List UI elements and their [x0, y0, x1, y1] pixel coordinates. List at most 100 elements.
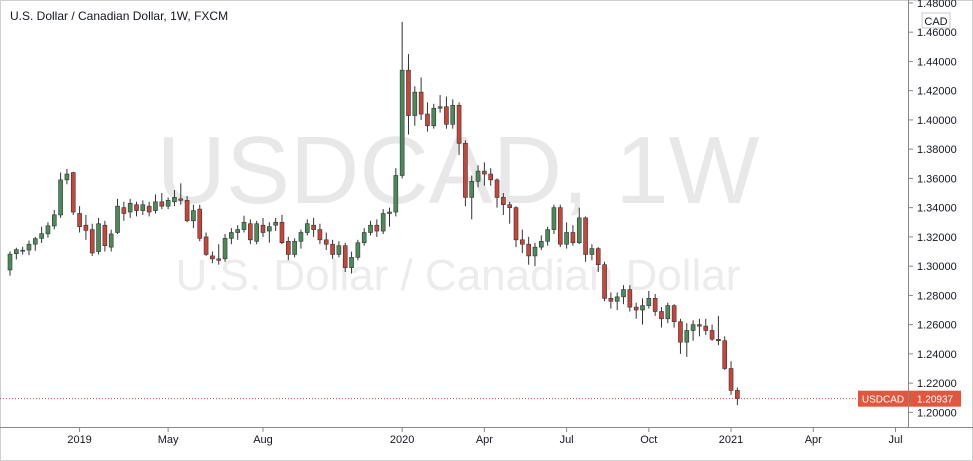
- candle-body: [545, 229, 550, 242]
- candle-body: [532, 246, 538, 257]
- candle: [494, 178, 500, 208]
- candle-body: [26, 243, 32, 251]
- x-tick-label: Aug: [253, 434, 273, 446]
- candle-body: [235, 229, 240, 233]
- candle-body: [102, 224, 108, 246]
- candle-body: [418, 91, 424, 115]
- candle: [210, 251, 215, 264]
- candle: [14, 247, 19, 260]
- candle: [317, 223, 323, 245]
- candle-body: [526, 243, 531, 257]
- candle: [140, 200, 146, 215]
- x-tick-label: 2020: [390, 434, 414, 446]
- candle-body: [292, 240, 297, 255]
- candle-body: [602, 264, 607, 299]
- x-tick-label: 2021: [719, 434, 743, 446]
- candle: [545, 226, 550, 246]
- candle-body: [248, 223, 253, 241]
- candle-body: [89, 229, 95, 254]
- candle: [20, 246, 25, 255]
- candle: [184, 195, 190, 223]
- candle: [26, 240, 32, 256]
- candle: [127, 198, 133, 218]
- candle-body: [564, 232, 569, 245]
- candle: [70, 171, 76, 215]
- candle: [709, 324, 715, 341]
- candle-body: [722, 340, 728, 369]
- candle: [298, 229, 304, 249]
- candle-body: [210, 255, 215, 260]
- candle: [260, 217, 266, 237]
- candle-body: [450, 104, 456, 125]
- candle: [564, 222, 569, 249]
- price-axis[interactable]: 1.48000 1.46000 1.44000 1.42000 1.40000 1.380…: [908, 0, 957, 419]
- y-tick-label: 1.48000: [917, 0, 957, 10]
- candle-body: [191, 210, 196, 222]
- last-price-badge: [909, 390, 961, 407]
- candle: [437, 95, 443, 113]
- candle: [532, 242, 538, 267]
- candle-body: [298, 232, 304, 242]
- time-axis[interactable]: 2019 May Aug 2020 Apr Jul Oct 2021 Apr Jul: [67, 427, 903, 446]
- candle: [58, 172, 63, 218]
- candle-body: [197, 208, 203, 239]
- candle-body: [279, 221, 285, 244]
- y-tick-label: 1.42000: [917, 86, 957, 98]
- candle-body: [127, 202, 133, 213]
- candle-body: [380, 213, 386, 232]
- candle: [665, 302, 671, 324]
- candle-body: [267, 226, 272, 232]
- candle: [203, 232, 209, 256]
- last-symbol-label: USDCAD: [862, 395, 904, 406]
- candle-body: [520, 239, 525, 245]
- candle-body: [494, 179, 500, 198]
- candle: [336, 241, 342, 258]
- candle-body: [77, 213, 82, 227]
- chart-title: U.S. Dollar / Canadian Dollar, 1W, FXCM: [10, 9, 228, 23]
- candle-body: [576, 217, 582, 244]
- candle: [697, 318, 702, 337]
- candle: [165, 197, 171, 210]
- y-tick-label: 1.34000: [917, 203, 957, 215]
- candle: [735, 387, 740, 406]
- candle-body: [14, 249, 19, 255]
- candle: [608, 292, 614, 309]
- candle-body: [229, 232, 234, 239]
- y-tick-label: 1.28000: [917, 290, 957, 302]
- candle: [627, 285, 633, 312]
- x-tick-label: Jul: [888, 434, 902, 446]
- candle-body: [557, 207, 563, 245]
- candle-body: [671, 305, 677, 323]
- candle-body: [659, 311, 664, 320]
- candle: [463, 140, 468, 207]
- candle: [640, 298, 645, 325]
- candle-body: [513, 207, 519, 241]
- candle: [684, 323, 690, 357]
- y-tick-label: 1.36000: [917, 173, 957, 185]
- candle: [418, 77, 424, 120]
- candle: [469, 175, 475, 220]
- y-tick-label: 1.22000: [917, 378, 957, 390]
- y-tick-label: 1.24000: [917, 349, 957, 361]
- candle-body: [482, 170, 487, 175]
- candle-body: [374, 224, 380, 232]
- candle-body: [58, 179, 63, 216]
- x-tick-label: Apr: [476, 434, 493, 446]
- candle-body: [241, 221, 247, 230]
- candle-body: [323, 239, 329, 245]
- candle-body: [665, 305, 671, 320]
- candle: [222, 233, 228, 262]
- candle: [526, 236, 531, 265]
- candle: [475, 165, 481, 188]
- x-tick-label: May: [158, 434, 179, 446]
- candle: [659, 307, 664, 328]
- candle-body: [342, 245, 348, 268]
- candle-body: [115, 205, 120, 233]
- candle-body: [431, 107, 437, 127]
- candle: [330, 239, 335, 259]
- candle-body: [83, 224, 89, 231]
- candle: [292, 238, 297, 258]
- y-tick-label: 1.32000: [917, 232, 957, 244]
- candle-body: [678, 321, 683, 343]
